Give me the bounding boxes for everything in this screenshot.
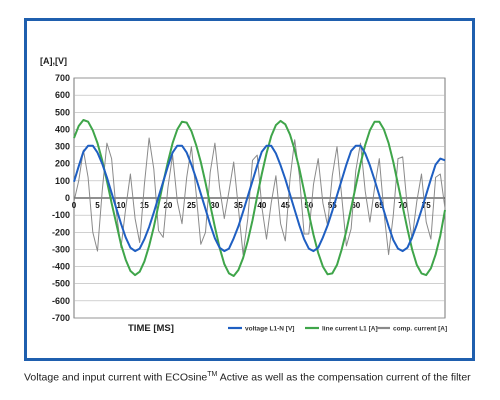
series-lines <box>73 119 446 277</box>
series-line-1 <box>73 119 446 277</box>
y-tick-label: 200 <box>55 159 70 169</box>
y-tick-label: -100 <box>52 210 70 220</box>
caption-text: Voltage and input current with ECOsine <box>24 371 208 384</box>
x-axis-label: TIME [MS] <box>128 323 174 334</box>
x-tick-label: 10 <box>117 201 126 210</box>
x-tick-label: 55 <box>328 201 337 210</box>
x-tick-label: 35 <box>234 201 243 210</box>
y-tick-label: -200 <box>52 227 70 237</box>
x-tick-label: 5 <box>95 201 100 210</box>
y-tick-label: -400 <box>52 262 70 272</box>
y-tick-label: 500 <box>55 107 70 117</box>
y-tick-label: 300 <box>55 142 70 152</box>
y-tick-labels: 700 600 500 400 300 200 100 0 -100 -200 -300 -400 -5… <box>52 73 70 323</box>
y-tick-label: 600 <box>55 90 70 100</box>
y-tick-label: -600 <box>52 296 70 306</box>
y-tick-label: -300 <box>52 244 70 254</box>
x-tick-label: 20 <box>163 201 172 210</box>
x-tick-label: 60 <box>351 201 360 210</box>
x-tick-label: 15 <box>140 201 149 210</box>
x-tick-label: 0 <box>72 201 77 210</box>
legend-label-2: comp. current [A] <box>393 326 447 333</box>
legend-label-0: voltage L1-N [V] <box>245 326 294 333</box>
x-tick-label: 75 <box>422 201 431 210</box>
x-tick-label: 50 <box>304 201 313 210</box>
x-tick-label: 65 <box>375 201 384 210</box>
caption-trademark: TM <box>207 371 218 378</box>
y-tick-label: -700 <box>52 313 70 323</box>
series-line-0 <box>73 144 446 253</box>
y-axis-label: [A],[V] <box>40 56 67 66</box>
figure-caption: Voltage and input current with ECOsineTM… <box>24 371 471 384</box>
caption-text-rest: Active as well as the compensation curre… <box>217 371 471 384</box>
y-tick-label: 100 <box>55 176 70 186</box>
y-tick-label: 400 <box>55 124 70 134</box>
y-tick-label: 0 <box>65 193 70 203</box>
x-tick-label: 25 <box>187 201 196 210</box>
legend-label-1: line current L1 [A] <box>322 326 378 333</box>
x-tick-label: 45 <box>281 201 290 210</box>
y-tick-label: -500 <box>52 279 70 289</box>
legend: voltage L1-N [V] line current L1 [A] comp.… <box>228 326 447 333</box>
x-tick-label: 30 <box>210 201 219 210</box>
y-tick-label: 700 <box>55 73 70 83</box>
